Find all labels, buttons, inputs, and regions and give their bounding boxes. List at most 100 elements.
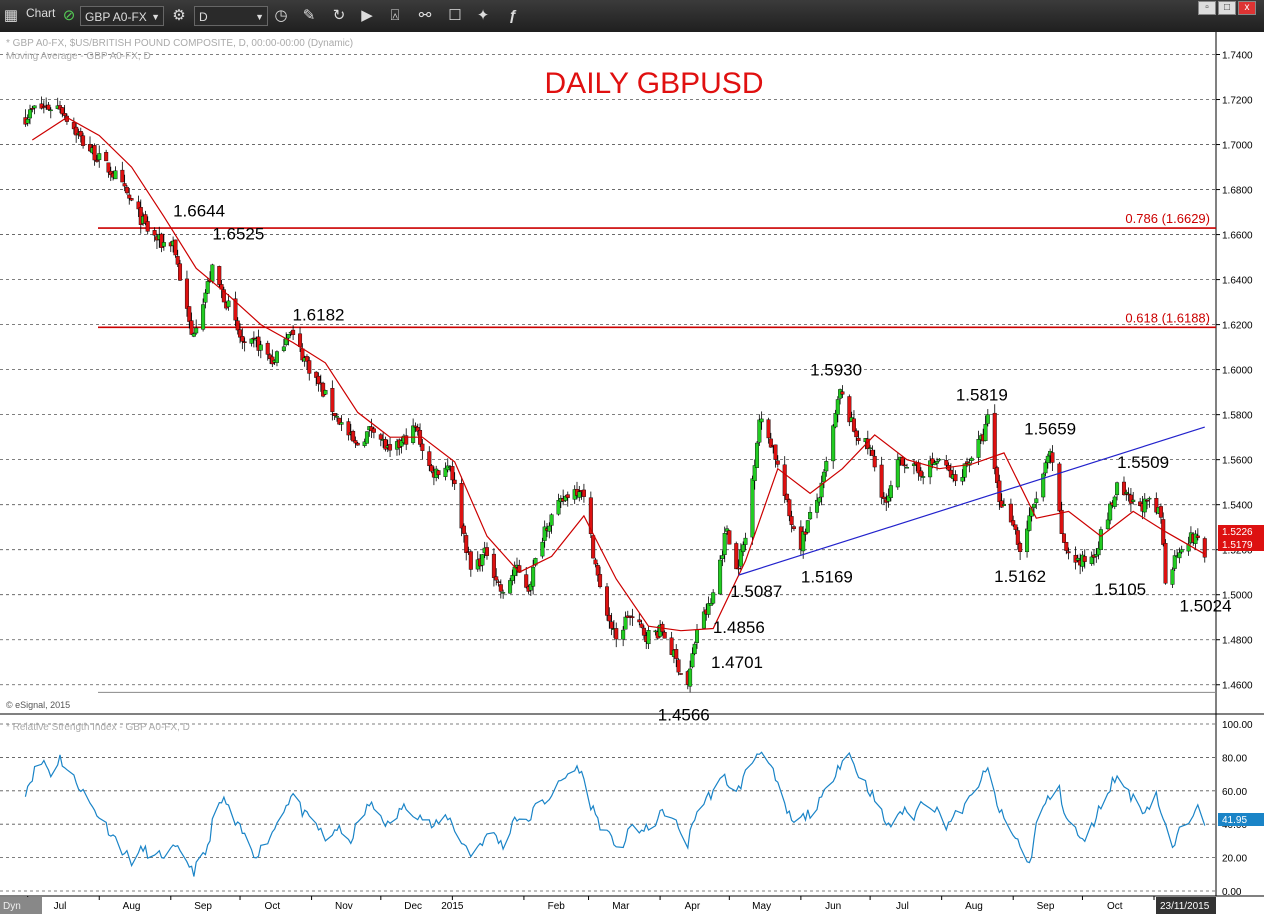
chart-toolbar: ▦ Chart ⊘ GBP A0-FX ▼ ⚙ D ▼ ◷ ✎ ↻ ▶ ⍓ ⚯ …	[0, 0, 1264, 33]
candle	[921, 471, 926, 485]
alert-icon[interactable]: ⍓	[390, 7, 400, 24]
candle	[821, 469, 826, 489]
candle	[803, 528, 808, 542]
settings-icon[interactable]: ⚙	[172, 7, 186, 24]
refresh-icon[interactable]: ↻	[332, 7, 346, 24]
candle	[161, 233, 166, 251]
candle	[593, 557, 598, 568]
rsi-panel-header: * Relative Strength Index - GBP A0-FX, D	[6, 722, 190, 733]
price-annotation: 1.5169	[801, 568, 853, 587]
candle	[25, 114, 30, 127]
candle	[330, 380, 335, 421]
facebook-icon[interactable]: ƒ	[508, 7, 518, 24]
price-annotation: 1.4856	[713, 618, 765, 637]
candle	[766, 417, 771, 444]
chart-icon: ▦	[3, 7, 19, 24]
candle	[496, 579, 501, 587]
candle	[1059, 501, 1064, 534]
clock-icon[interactable]: ◷	[274, 7, 288, 24]
candle	[840, 385, 845, 398]
interval-input[interactable]: D ▼	[194, 6, 268, 26]
candle	[547, 522, 552, 539]
candle	[1008, 498, 1013, 523]
price-annotation: 1.6182	[292, 306, 344, 325]
candle	[238, 323, 243, 344]
candle	[1170, 567, 1175, 588]
price-annotation: 1.4566	[658, 705, 710, 724]
copyright: © eSignal, 2015	[6, 700, 70, 710]
restore-icon[interactable]: ▫	[1198, 1, 1216, 15]
close-icon[interactable]: x	[1238, 1, 1256, 15]
candle	[510, 569, 515, 586]
candle	[92, 143, 97, 166]
candle	[217, 265, 222, 288]
candle	[1018, 541, 1023, 560]
candle	[563, 495, 568, 503]
candle	[540, 537, 545, 559]
candle	[258, 340, 263, 359]
candle	[1043, 460, 1048, 477]
candle	[346, 418, 351, 441]
candle	[646, 626, 651, 649]
rsi-tick-label: 80.00	[1222, 753, 1247, 764]
chart-title: DAILY GBPUSD	[545, 67, 764, 100]
dyn-button[interactable]: Dyn	[3, 901, 21, 912]
candle	[60, 107, 65, 118]
candle	[1096, 541, 1101, 560]
candle	[969, 456, 974, 464]
candle	[94, 154, 99, 163]
month-tick-label: Aug	[965, 901, 983, 912]
candle	[136, 195, 141, 218]
candle	[775, 455, 780, 468]
candle	[1025, 520, 1030, 558]
link-icon[interactable]: ⊘	[62, 7, 76, 24]
candle	[1034, 491, 1039, 510]
candle	[1177, 547, 1182, 564]
candle	[902, 458, 907, 474]
candle	[1121, 476, 1126, 496]
month-tick-label: Mar	[612, 901, 630, 912]
play-icon[interactable]: ▶	[361, 7, 373, 24]
link-chain-icon[interactable]: ⚯	[418, 7, 432, 24]
candle	[1001, 498, 1006, 506]
candle	[97, 145, 102, 168]
rsi-tick-label: 20.00	[1222, 854, 1247, 865]
price-annotation: 1.5819	[956, 385, 1008, 404]
candle	[773, 444, 778, 468]
candle	[791, 525, 796, 531]
candle	[782, 456, 787, 504]
candle	[750, 475, 755, 545]
candle	[549, 513, 554, 534]
candle	[556, 493, 561, 516]
price-tick-label: 1.7000	[1222, 141, 1253, 152]
candle	[1061, 533, 1066, 543]
candle	[323, 389, 328, 395]
candle	[1098, 526, 1103, 551]
month-tick-label: Sep	[1037, 901, 1055, 912]
ma-value-tag: 1.5179	[1218, 538, 1264, 551]
candle	[452, 472, 457, 490]
candle	[339, 415, 344, 431]
twitter-icon[interactable]: ✦	[476, 7, 490, 24]
candle	[429, 464, 434, 474]
candle	[127, 188, 132, 205]
symbol-input[interactable]: GBP A0-FX ▼	[80, 6, 164, 26]
candle	[1015, 527, 1020, 550]
candle	[817, 496, 822, 506]
candle	[468, 549, 473, 577]
candle	[1158, 503, 1163, 524]
maximize-icon[interactable]: □	[1218, 1, 1236, 15]
candle	[78, 127, 83, 143]
candle	[674, 644, 679, 668]
comment-icon[interactable]: ☐	[448, 7, 462, 24]
trend-line	[738, 426, 1205, 576]
fib-label: 0.786 (1.6629)	[1125, 211, 1210, 226]
candle	[450, 461, 455, 487]
candle	[824, 456, 829, 477]
draw-pencil-icon[interactable]: ✎	[302, 7, 316, 24]
price-tick-label: 1.6400	[1222, 276, 1253, 287]
price-annotation: 1.6644	[173, 202, 225, 221]
candle	[886, 488, 891, 508]
candle	[106, 162, 111, 178]
candle	[879, 456, 884, 505]
